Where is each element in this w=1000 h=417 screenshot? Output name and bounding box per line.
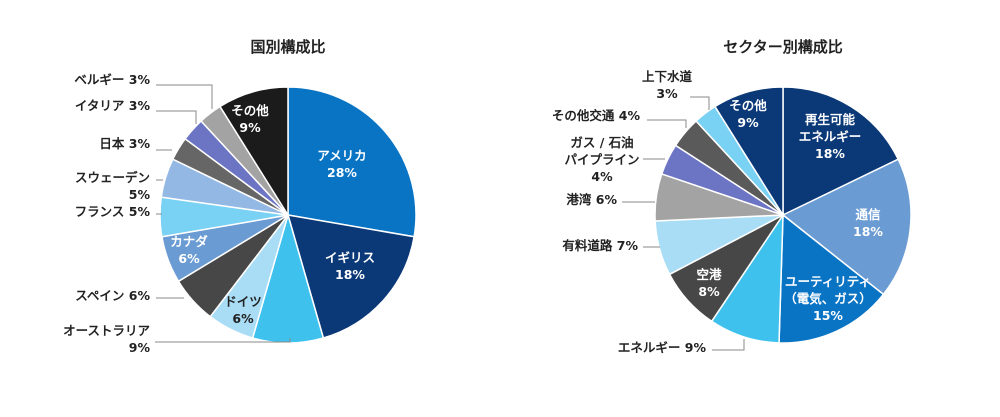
leader-line bbox=[155, 338, 291, 343]
slice-label: 港湾 6% bbox=[566, 192, 617, 207]
slice-label: カナダ 6% bbox=[170, 234, 208, 266]
slice-label-line: フランス 5% bbox=[75, 204, 151, 219]
pie-1 bbox=[654, 86, 912, 344]
slice-label-line: スペイン 6% bbox=[75, 288, 150, 303]
slice-label-line: 15% bbox=[813, 308, 843, 323]
slice-label-line: （電気、ガス） bbox=[784, 291, 872, 306]
slice-label-line: エネルギー 9% bbox=[618, 340, 707, 355]
slice-label-line: 9% bbox=[239, 120, 261, 135]
slice-label-line: 6% bbox=[178, 251, 200, 266]
slice-label-line: 18% bbox=[335, 267, 365, 282]
slice-label: スペイン 6% bbox=[75, 288, 150, 303]
slice-label-line: 4% bbox=[591, 169, 613, 184]
slice-label-line: ユーティリティ bbox=[785, 274, 871, 289]
slice-label: イタリア 3% bbox=[75, 98, 151, 113]
slice-label: 上下水道 3% bbox=[642, 69, 693, 101]
slice-label-line: アメリカ bbox=[317, 148, 366, 163]
slice-label: フランス 5% bbox=[75, 204, 151, 219]
pie-slice bbox=[778, 213, 885, 344]
leader-line bbox=[647, 119, 687, 128]
leader-line bbox=[156, 84, 213, 109]
slice-label-line: その他 bbox=[231, 103, 269, 118]
slice-label: 有料道路 7% bbox=[562, 238, 638, 253]
slice-label-line: 港湾 6% bbox=[566, 192, 617, 207]
slice-label-line: ベルギー 3% bbox=[74, 72, 150, 87]
slice-label-line: 28% bbox=[327, 165, 357, 180]
slice-label-line: 有料道路 7% bbox=[562, 238, 638, 253]
slice-label-line: 5% bbox=[129, 187, 151, 202]
slice-label-line: 9% bbox=[737, 115, 759, 130]
slice-label: ユーティリティ （電気、ガス） 15% bbox=[784, 274, 872, 323]
pie-slice bbox=[218, 86, 289, 218]
leader-line bbox=[690, 96, 710, 110]
slice-label-line: 通信 bbox=[855, 207, 881, 222]
slice-label-line: 18% bbox=[853, 224, 883, 239]
slice-label-line: 18% bbox=[815, 146, 845, 161]
chart-title-country: 国別構成比 bbox=[250, 38, 325, 56]
leader-line bbox=[712, 339, 745, 351]
pie-0 bbox=[159, 86, 417, 344]
slice-label: その他交通 4% bbox=[552, 108, 641, 123]
pie-slice bbox=[286, 214, 415, 339]
slice-label-line: 6% bbox=[232, 311, 254, 326]
slice-label-line: 空港 bbox=[696, 267, 722, 282]
slice-label: イギリス 18% bbox=[325, 250, 375, 282]
slice-label-line: 日本 3% bbox=[99, 136, 150, 151]
slice-label: 日本 3% bbox=[99, 136, 150, 151]
slice-label-line: ガス / 石油 bbox=[570, 135, 633, 150]
slice-label-line: その他交通 4% bbox=[552, 108, 641, 123]
slice-label-line: オーストラリア bbox=[63, 323, 150, 338]
slice-label: オーストラリア 9% bbox=[63, 323, 150, 355]
slice-label-line: 3% bbox=[656, 86, 678, 101]
slice-label: スウェーデン 5% bbox=[75, 170, 150, 202]
slice-label-line: イギリス bbox=[325, 250, 375, 265]
slice-label: アメリカ 28% bbox=[317, 148, 366, 180]
slice-label: その他 9% bbox=[729, 98, 767, 130]
slice-label-line: 8% bbox=[698, 284, 720, 299]
slice-label: 通信 18% bbox=[853, 207, 883, 239]
slice-label: ベルギー 3% bbox=[74, 72, 150, 87]
pie-slice bbox=[782, 86, 900, 217]
slice-label-line: パイプライン bbox=[564, 152, 639, 167]
pie-slice bbox=[781, 158, 912, 296]
slice-label: ガス / 石油パイプライン 4% bbox=[564, 135, 639, 184]
slice-label: エネルギー 9% bbox=[618, 340, 707, 355]
slice-label-line: エネルギー bbox=[799, 129, 862, 144]
slice-label-line: 再生可能 bbox=[805, 112, 856, 127]
slice-label-line: スウェーデン bbox=[75, 170, 150, 185]
slice-label: その他 9% bbox=[231, 103, 269, 135]
slice-label: 再生可能エネルギー 18% bbox=[799, 112, 862, 161]
slice-label-line: イタリア 3% bbox=[75, 98, 151, 113]
slice-label-line: 上下水道 bbox=[642, 69, 693, 84]
slice-label: ドイツ 6% bbox=[224, 294, 262, 326]
slice-label-line: 9% bbox=[129, 340, 151, 355]
pie-slice bbox=[287, 86, 417, 238]
pie-slice bbox=[713, 86, 784, 218]
slice-label-line: ドイツ bbox=[224, 294, 262, 309]
slice-label: 空港 8% bbox=[696, 267, 722, 299]
slice-label-line: その他 bbox=[729, 98, 767, 113]
slice-label-line: カナダ bbox=[170, 234, 208, 249]
chart-title-sector: セクター別構成比 bbox=[723, 38, 842, 56]
leader-line bbox=[156, 110, 197, 124]
